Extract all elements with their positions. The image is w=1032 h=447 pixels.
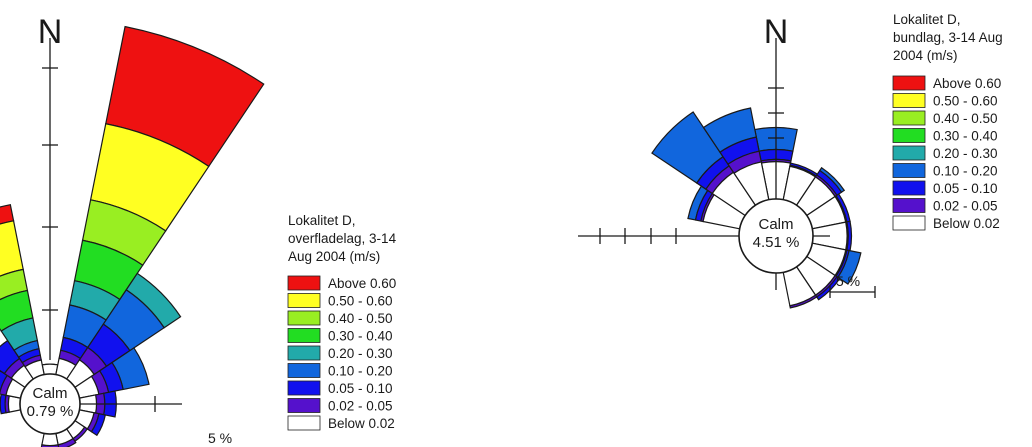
rose-bottom-legend-swatch-3: [892, 128, 926, 143]
rose-surface-legend-label-0: Above 0.60: [328, 276, 396, 291]
rose-bottom-legend-swatch-6: [892, 180, 926, 196]
rose-surface-legend-title-3: Aug 2004 (m/s): [288, 249, 380, 264]
rose-bottom-legend-label-4: 0.20 - 0.30: [933, 146, 998, 161]
rose-surface-calm-label: Calm: [32, 385, 67, 402]
rose-surface-legend-swatch-5: [287, 363, 321, 378]
rose-bottom-legend-swatch-4: [892, 145, 926, 161]
rose-bottom-legend-swatch-2: [892, 110, 926, 126]
rose-bottom-legend-title-3: 2004 (m/s): [893, 48, 958, 63]
rose-surface-wedge-337.5-bin-1: [0, 220, 24, 277]
rose-surface-legend-label-2: 0.40 - 0.50: [328, 311, 393, 326]
rose-surface-scale-label: 5 %: [208, 430, 232, 446]
rose-bottom-calm-label: Calm: [758, 216, 793, 233]
rose-bottom-legend-title-2: bundlag, 3-14 Aug: [893, 30, 1003, 45]
rose-bottom-legend-swatch-8: [892, 215, 926, 231]
rose-bottom-legend-title-1: Lokalitet D,: [893, 12, 961, 27]
rose-surface-legend-swatch-6: [287, 380, 321, 396]
rose-bottom-legend-items: Above 0.60 0.50 - 0.60 0.40 - 0.50 0.30 - 0…: [892, 75, 1001, 231]
wind-rose-surface: N Calm 0.79 % 5 % Lokalitet D, overflade…: [0, 13, 397, 447]
rose-bottom-legend-swatch-7: [892, 198, 926, 213]
rose-bottom-legend-label-5: 0.10 - 0.20: [933, 164, 998, 179]
rose-surface-wedge-180-bin-8: [41, 432, 59, 447]
rose-surface-legend-label-1: 0.50 - 0.60: [328, 294, 393, 309]
rose-bottom-calm-value: 4.51 %: [753, 234, 800, 251]
rose-bottom-north-label: N: [764, 13, 789, 51]
rose-surface-calm-circle: [19, 373, 81, 435]
rose-bottom-legend-label-0: Above 0.60: [933, 76, 1001, 91]
rose-surface-legend-swatch-4: [287, 345, 321, 361]
rose-surface-legend-label-8: Below 0.02: [328, 416, 395, 431]
rose-surface-legend-label-5: 0.10 - 0.20: [328, 364, 393, 379]
rose-surface-legend: Lokalitet D, overfladelag, 3-14 Aug 2004…: [287, 213, 397, 431]
rose-surface-legend-swatch-8: [287, 415, 321, 431]
rose-surface-legend-items: Above 0.60 0.50 - 0.60 0.40 - 0.50 0.30 - 0…: [287, 275, 396, 431]
rose-bottom-legend: Lokalitet D, bundlag, 3-14 Aug 2004 (m/s…: [892, 12, 1003, 231]
rose-surface-legend-label-3: 0.30 - 0.40: [328, 329, 393, 344]
rose-surface-north-label: N: [38, 13, 63, 51]
rose-bottom-legend-label-3: 0.30 - 0.40: [933, 129, 998, 144]
rose-bottom-legend-label-8: Below 0.02: [933, 216, 1000, 231]
rose-surface-legend-swatch-2: [287, 310, 321, 326]
rose-surface-legend-label-6: 0.05 - 0.10: [328, 381, 393, 396]
wind-rose-bottom: N Calm 4.51 % 5 % Lokalitet D, bundlag, …: [578, 12, 1003, 309]
rose-surface-legend-swatch-3: [287, 328, 321, 343]
rose-surface-legend-title-2: overfladelag, 3-14: [288, 231, 397, 246]
rose-surface-wedges: [0, 25, 265, 447]
rose-surface-legend-label-4: 0.20 - 0.30: [328, 346, 393, 361]
rose-bottom-legend-label-2: 0.40 - 0.50: [933, 111, 998, 126]
rose-surface-legend-swatch-7: [287, 398, 321, 413]
rose-surface-legend-label-7: 0.02 - 0.05: [328, 399, 393, 414]
rose-surface-wedge-0-bin-8: [41, 363, 59, 376]
rose-surface-legend-swatch-1: [287, 293, 321, 308]
rose-bottom-calm-circle: [738, 198, 814, 274]
rose-bottom-scale-label: 5 %: [836, 273, 860, 289]
rose-surface-legend-title-1: Lokalitet D,: [288, 213, 356, 228]
rose-bottom-wedges: [651, 107, 862, 309]
rose-surface-calm-value: 0.79 %: [27, 403, 74, 420]
rose-surface-legend-swatch-0: [287, 275, 321, 291]
rose-bottom-legend-swatch-5: [892, 163, 926, 178]
rose-bottom-legend-swatch-0: [892, 75, 926, 91]
rose-bottom-legend-swatch-1: [892, 93, 926, 108]
rose-bottom-legend-label-7: 0.02 - 0.05: [933, 199, 998, 214]
rose-bottom-legend-label-6: 0.05 - 0.10: [933, 181, 998, 196]
rose-bottom-legend-label-1: 0.50 - 0.60: [933, 94, 998, 109]
